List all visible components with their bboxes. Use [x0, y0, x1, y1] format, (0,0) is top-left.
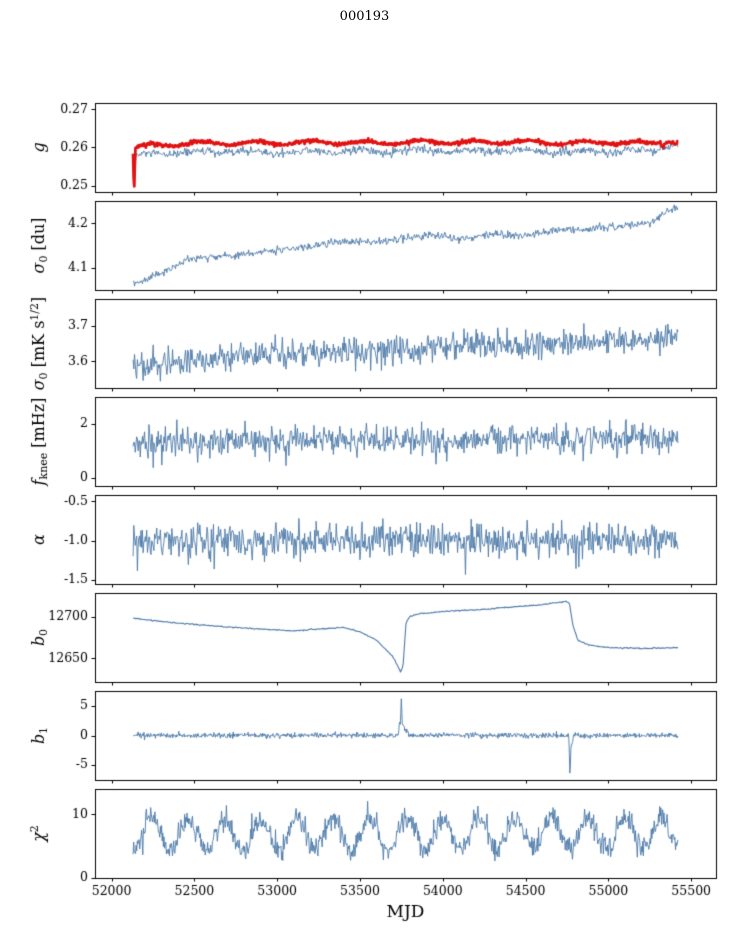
chart-title: 000193 [339, 9, 390, 24]
